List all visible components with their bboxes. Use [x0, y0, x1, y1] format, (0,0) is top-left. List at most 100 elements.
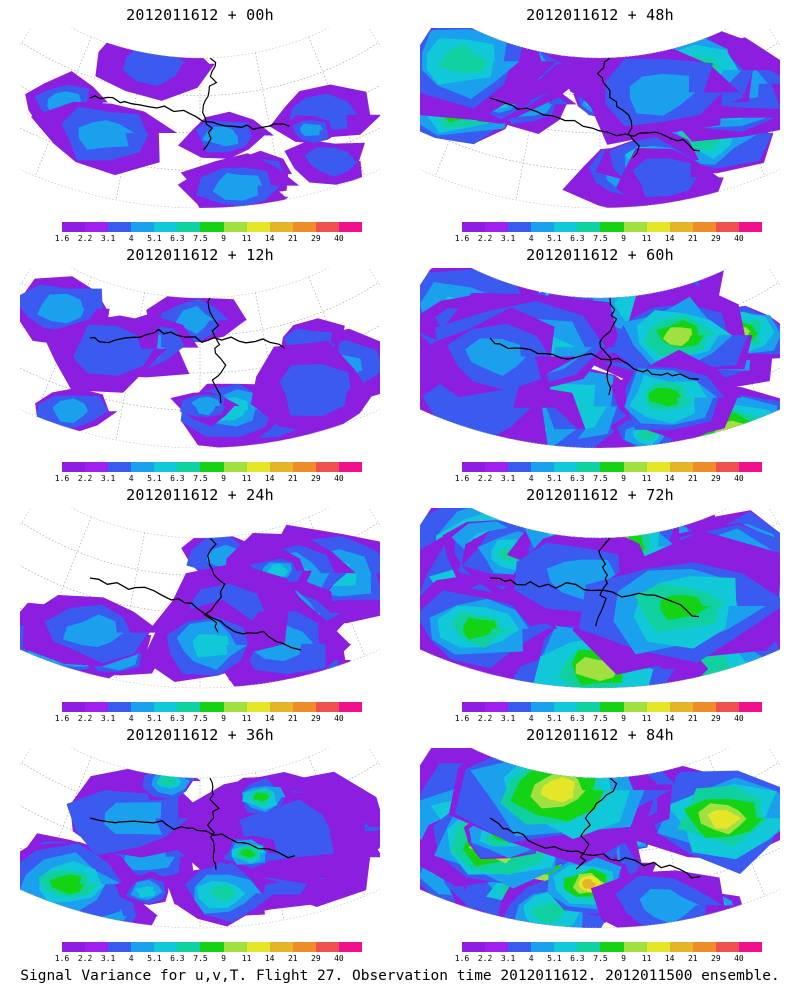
colorbar-tick-label: 7.5 — [593, 954, 608, 963]
colorbar-tick-label: 21 — [687, 234, 698, 243]
colorbar-tick-label: 11 — [641, 234, 652, 243]
colorbar-segment — [531, 942, 555, 952]
colorbar-tick-label: 14 — [664, 954, 675, 963]
colorbar-segment — [62, 222, 86, 232]
colorbar-tick-label: 40 — [334, 714, 344, 723]
variance-contour — [463, 617, 498, 640]
colorbar-tick-label: 11 — [241, 954, 252, 963]
colorbar-segment — [315, 942, 339, 952]
colorbar-tick-label: 4 — [528, 234, 534, 243]
variance-map — [20, 508, 380, 689]
colorbar-segment — [462, 222, 486, 232]
colorbar-tick-label: 3.1 — [500, 954, 516, 963]
variance-contour — [629, 73, 696, 116]
colorbar-segment — [623, 222, 647, 232]
coastline — [596, 57, 640, 158]
panel-title: 2012011612 + 60h — [526, 246, 674, 264]
colorbar-segment — [85, 222, 109, 232]
colorbar-segment — [715, 222, 739, 232]
colorbar — [62, 222, 363, 232]
colorbar-tick-label: 11 — [241, 474, 252, 483]
colorbar — [62, 702, 363, 712]
colorbar-tick-label: 5.1 — [147, 714, 162, 723]
variance-map — [420, 748, 780, 929]
colorbar-tick-label: 2.2 — [477, 954, 493, 963]
colorbar-tick-label: 29 — [311, 474, 321, 483]
colorbar-segment — [669, 222, 693, 232]
colorbar-tick-label: 21 — [687, 474, 698, 483]
colorbar-tick-label: 14 — [264, 954, 275, 963]
variance-contour — [253, 792, 270, 802]
colorbar — [462, 942, 763, 952]
colorbar-tick-label: 5.1 — [547, 474, 562, 483]
colorbar-segment — [600, 462, 624, 472]
colorbar-tick-label: 7.5 — [193, 714, 208, 723]
colorbar-segment — [462, 942, 486, 952]
map-panel: 2012011612 + 24h 1.6 2.2 3.1 4 5.1 6.3 7.5 9 11 14… — [0, 480, 400, 723]
colorbar-segment — [669, 702, 693, 712]
variance-contour — [62, 614, 124, 647]
colorbar-segment — [154, 462, 178, 472]
colorbar-tick-label: 4 — [528, 954, 534, 963]
variance-contour — [202, 126, 239, 147]
colorbar-segment — [646, 462, 670, 472]
colorbar-tick-label: 9 — [621, 234, 626, 243]
variance-contour — [304, 147, 358, 177]
variance-contour — [639, 888, 700, 925]
colorbar-tick-label: 40 — [334, 954, 344, 963]
colorbar-segment — [108, 222, 132, 232]
coastline — [489, 337, 699, 380]
colorbar-segment — [177, 462, 201, 472]
colorbar-segment — [508, 222, 532, 232]
colorbar-segment — [246, 222, 270, 232]
colorbar-segment — [738, 462, 763, 472]
colorbar-tick-label: 2.2 — [77, 474, 93, 483]
colorbar-tick-label: 5.1 — [547, 954, 562, 963]
colorbar-segment — [269, 222, 293, 232]
coastline — [599, 297, 618, 396]
colorbar-tick-label: 29 — [311, 714, 321, 723]
colorbar-segment — [577, 222, 601, 232]
colorbar-segment — [692, 222, 716, 232]
colorbar-tick-label: 40 — [334, 234, 344, 243]
colorbar-segment — [177, 942, 201, 952]
colorbar-tick-label: 29 — [711, 474, 721, 483]
colorbar-segment — [338, 462, 363, 472]
colorbar — [62, 462, 363, 472]
variance-contour — [158, 775, 179, 787]
colorbar-tick-label: 2.2 — [477, 234, 493, 243]
colorbar-segment — [223, 222, 247, 232]
variance-contour — [191, 396, 221, 416]
variance-map — [20, 268, 380, 449]
colorbar-segment — [623, 462, 647, 472]
panel-title: 2012011612 + 48h — [526, 6, 674, 24]
colorbar-segment — [131, 702, 155, 712]
variance-contour — [663, 327, 693, 347]
colorbar-tick-label: 9 — [621, 474, 626, 483]
colorbar-segment — [508, 942, 532, 952]
colorbar-tick-label: 1.6 — [454, 714, 470, 723]
colorbar-tick-label: 7.5 — [193, 474, 208, 483]
colorbar-segment — [85, 702, 109, 712]
colorbar-tick-label: 29 — [311, 954, 321, 963]
colorbar-tick-label: 29 — [711, 234, 721, 243]
map-panel: 2012011612 + 36h 1.6 2.2 3.1 4 5.1 6.3 7.5 9 11 14… — [0, 720, 400, 963]
colorbar-tick-label: 14 — [264, 234, 275, 243]
map-panel: 2012011612 + 48h 1.6 2.2 3.1 4 5.1 6.3 7.5 9 11 14… — [400, 0, 800, 243]
colorbar-tick-label: 6.3 — [570, 954, 585, 963]
variance-contour — [279, 364, 351, 417]
colorbar-segment — [738, 702, 763, 712]
colorbar-segment — [315, 702, 339, 712]
variance-contour — [531, 902, 569, 924]
colorbar-segment — [531, 702, 555, 712]
coastline — [89, 817, 296, 859]
colorbar-segment — [508, 702, 532, 712]
figure-caption: Signal Variance for u,v,T. Flight 27. Ob… — [20, 968, 780, 984]
colorbar-tick-label: 7.5 — [593, 474, 608, 483]
colorbar-segment — [646, 222, 670, 232]
colorbar-tick-label: 29 — [711, 954, 721, 963]
variance-contour — [37, 293, 85, 324]
colorbar-tick-label: 4 — [128, 954, 134, 963]
variance-contour — [582, 878, 597, 889]
colorbar-segment — [269, 702, 293, 712]
